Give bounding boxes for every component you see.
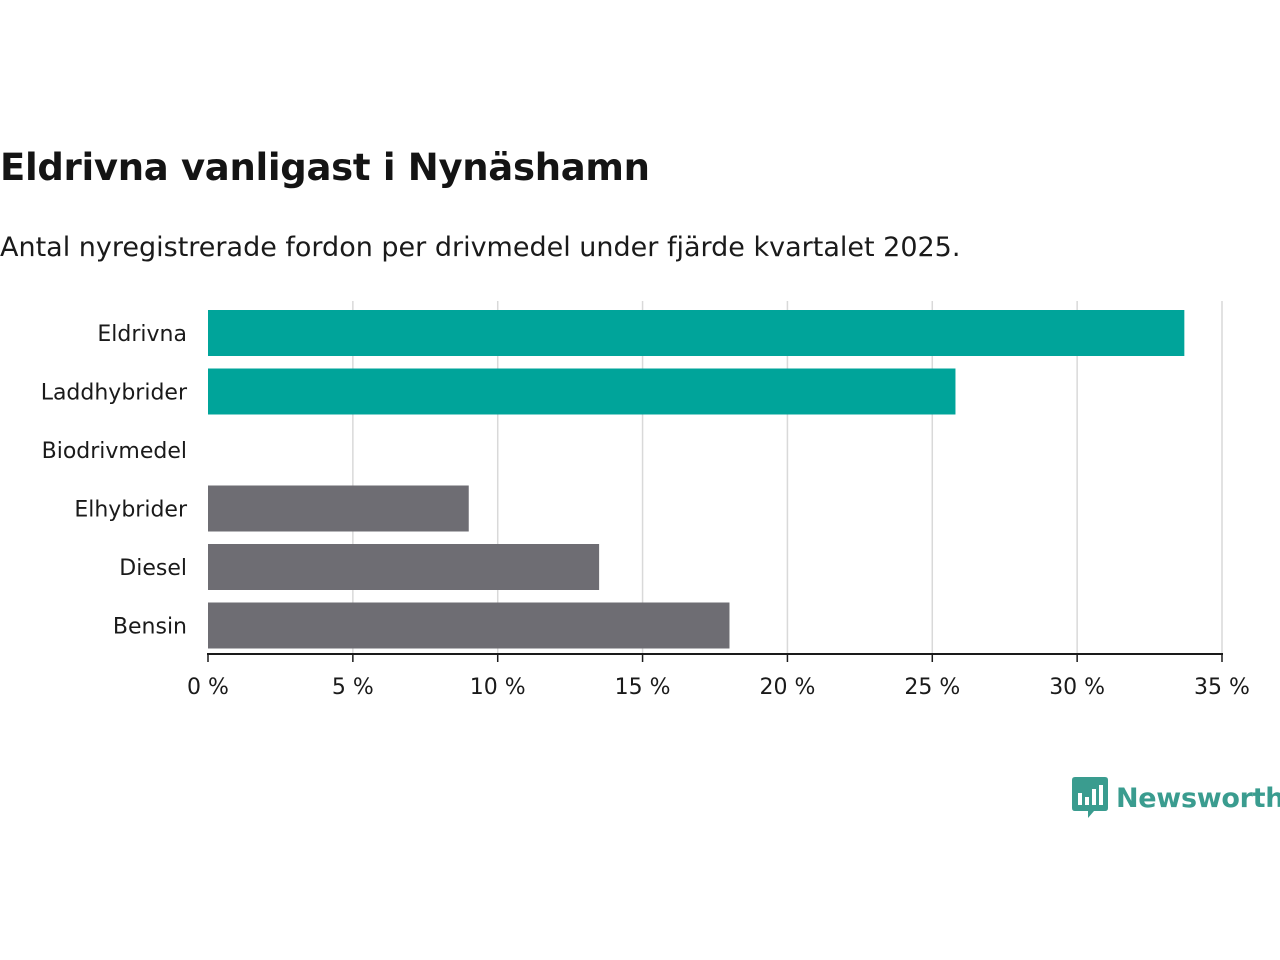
category-label: Laddhybrider (41, 381, 188, 406)
brand-logo: Newsworthy (1072, 776, 1280, 820)
category-label: Elhybrider (74, 498, 188, 523)
category-label: Diesel (119, 556, 187, 581)
bar-chart-speech-icon (1072, 777, 1108, 818)
x-axis: 0 % 5 % 10 % 15 % 20 % 25 % 30 % 35 % (187, 653, 1250, 700)
category-label: Bensin (113, 615, 187, 640)
bars (208, 310, 1185, 649)
bar (208, 544, 600, 590)
bar (208, 310, 1185, 356)
chart-title: Eldrivna vanligast i Nynäshamn (0, 146, 650, 189)
x-tick-label: 20 % (759, 675, 815, 700)
grid-lines (352, 301, 1223, 654)
x-tick-label: 15 % (615, 675, 671, 700)
category-label: Biodrivmedel (42, 439, 187, 464)
brand-name: Newsworthy (1116, 782, 1280, 814)
category-label: Eldrivna (97, 322, 187, 347)
bar (208, 602, 730, 649)
x-tick-label: 0 % (187, 675, 229, 700)
bar (208, 485, 469, 532)
x-tick-label: 25 % (904, 675, 960, 700)
category-labels: Eldrivna Laddhybrider Biodrivmedel Elhybrid… (41, 322, 188, 640)
chart-subtitle: Antal nyregistrerade fordon per drivmede… (0, 232, 961, 263)
bar-chart: Eldrivna Laddhybrider Biodrivmedel Elhybrid… (41, 301, 1250, 700)
x-tick-label: 5 % (332, 675, 374, 700)
x-tick-label: 10 % (470, 675, 526, 700)
x-tick-label: 35 % (1194, 675, 1250, 700)
x-tick-label: 30 % (1049, 675, 1105, 700)
bar (208, 368, 956, 415)
